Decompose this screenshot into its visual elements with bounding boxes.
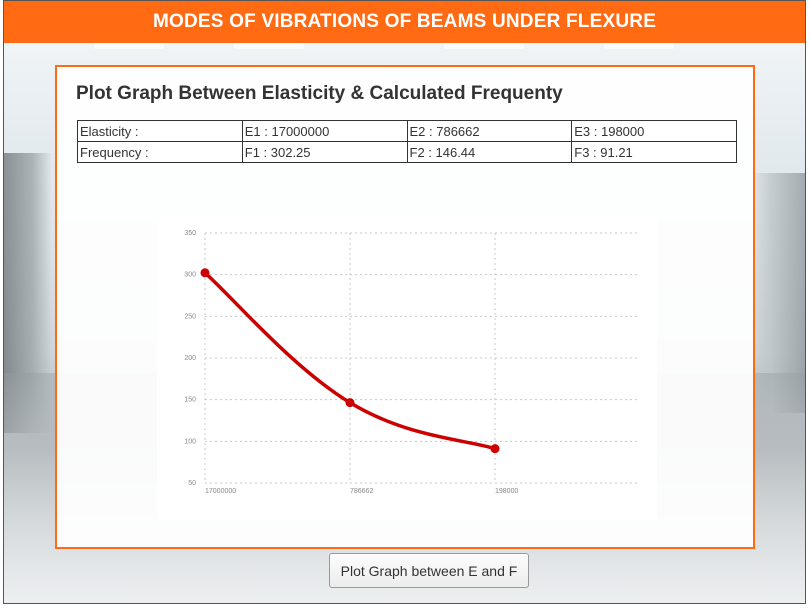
y-tick-label: 300 (184, 272, 196, 279)
table-cell: Frequency : (77, 141, 243, 163)
table-row-elasticity: Elasticity : E1 : 17000000 E2 : 786662 E… (77, 120, 737, 142)
y-tick-label: 150 (184, 397, 196, 404)
y-tick-label: 200 (184, 355, 196, 362)
page-title: MODES OF VIBRATIONS OF BEAMS UNDER FLEXU… (4, 1, 805, 43)
table-cell: F3 : 91.21 (571, 141, 737, 163)
ceiling-light (444, 43, 524, 49)
y-tick-label: 350 (184, 230, 196, 237)
x-tick-label: 198000 (495, 488, 518, 495)
data-point (200, 268, 210, 278)
plot-graph-button[interactable]: Plot Graph between E and F (329, 553, 529, 588)
y-tick-label: 50 (188, 480, 196, 487)
ceiling-light (234, 43, 304, 49)
data-point (490, 444, 500, 454)
ceiling-light (94, 43, 164, 49)
table-cell: E2 : 786662 (406, 120, 573, 142)
frequency-chart: 50 100 150 200 250 300 350 17000000 786662 198000 (157, 215, 657, 520)
app-frame: MODES OF VIBRATIONS OF BEAMS UNDER FLEXU… (3, 0, 806, 604)
y-tick-label: 250 (184, 313, 196, 320)
x-tick-label: 786662 (350, 488, 373, 495)
results-panel: Plot Graph Between Elasticity & Calculat… (55, 65, 755, 549)
table-cell: Elasticity : (77, 120, 243, 142)
table-cell: F1 : 302.25 (241, 141, 408, 163)
chart-svg: 50 100 150 200 250 300 350 17000000 786662 198000 (184, 230, 639, 495)
table-cell: E3 : 198000 (571, 120, 737, 142)
ceiling-light (604, 43, 674, 49)
table-row-frequency: Frequency : F1 : 302.25 F2 : 146.44 F3 :… (77, 141, 737, 163)
data-point (345, 398, 355, 408)
table-cell: F2 : 146.44 (406, 141, 573, 163)
x-tick-label: 17000000 (205, 488, 236, 495)
table-cell: E1 : 17000000 (241, 120, 408, 142)
y-tick-label: 100 (184, 438, 196, 445)
values-table: Elasticity : E1 : 17000000 E2 : 786662 E… (77, 120, 737, 163)
panel-title: Plot Graph Between Elasticity & Calculat… (76, 83, 563, 104)
